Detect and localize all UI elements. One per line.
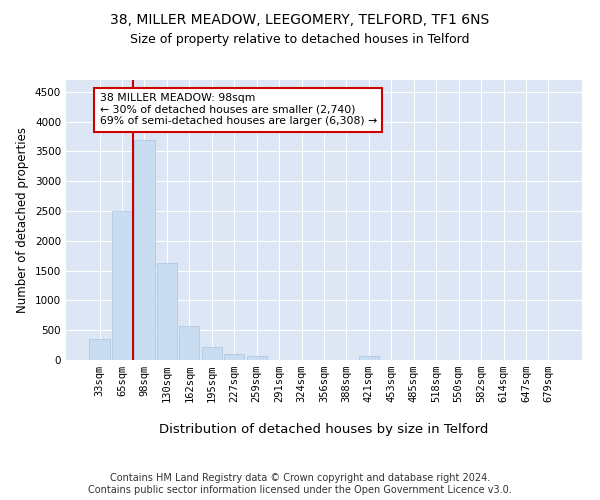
Y-axis label: Number of detached properties: Number of detached properties [16, 127, 29, 313]
Bar [202, 346, 222, 360]
Text: Size of property relative to detached houses in Telford: Size of property relative to detached ho… [130, 32, 470, 46]
Bar [89, 339, 110, 360]
Text: Distribution of detached houses by size in Telford: Distribution of detached houses by size … [160, 422, 488, 436]
Bar [134, 140, 155, 360]
Text: 38 MILLER MEADOW: 98sqm
← 30% of detached houses are smaller (2,740)
69% of semi: 38 MILLER MEADOW: 98sqm ← 30% of detache… [100, 93, 377, 126]
Bar [112, 211, 132, 360]
Text: 38, MILLER MEADOW, LEEGOMERY, TELFORD, TF1 6NS: 38, MILLER MEADOW, LEEGOMERY, TELFORD, T… [110, 12, 490, 26]
Bar [359, 356, 379, 360]
Text: Contains HM Land Registry data © Crown copyright and database right 2024.
Contai: Contains HM Land Registry data © Crown c… [88, 474, 512, 495]
Bar [179, 326, 199, 360]
Bar [224, 354, 244, 360]
Bar [157, 263, 177, 360]
Bar [247, 356, 267, 360]
